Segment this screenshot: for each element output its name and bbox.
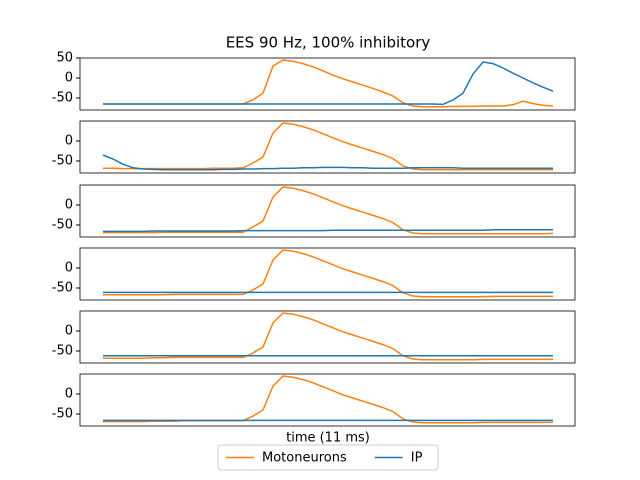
axes-frame [79,57,576,111]
series-line [103,122,553,171]
x-axis-label: time (11 ms) [286,431,370,446]
legend-box [217,444,439,471]
legend-label: Motoneurons [262,451,347,466]
y-tick-label: -50 [52,91,73,106]
y-tick-label: -50 [52,344,73,359]
y-tick-label: 0 [65,71,73,86]
y-tick-label: 0 [65,134,73,149]
series-line [103,59,554,108]
series-line [103,375,553,424]
series-line [103,249,553,298]
series-line [102,154,553,171]
series-line [103,61,554,106]
axes-frame [79,310,576,364]
y-tick-label: 0 [65,198,73,213]
y-tick-label: 0 [65,261,73,276]
legend-label: IP [411,451,423,466]
axes-frame [79,247,576,301]
axes-frame [79,120,576,174]
axes-frame [79,184,576,238]
y-tick-label: -50 [52,281,73,296]
y-tick-label: -50 [52,407,73,422]
chart-title: EES 90 Hz, 100% inhibitory [226,34,431,52]
y-tick-label: 50 [56,51,73,66]
y-tick-label: 0 [65,387,73,402]
series-line [103,186,554,235]
series-line [103,229,553,233]
y-tick-label: -50 [52,154,73,169]
y-tick-label: -50 [52,218,73,233]
series-line [103,312,553,361]
axes-frame [79,373,576,427]
y-tick-label: 0 [65,324,73,339]
